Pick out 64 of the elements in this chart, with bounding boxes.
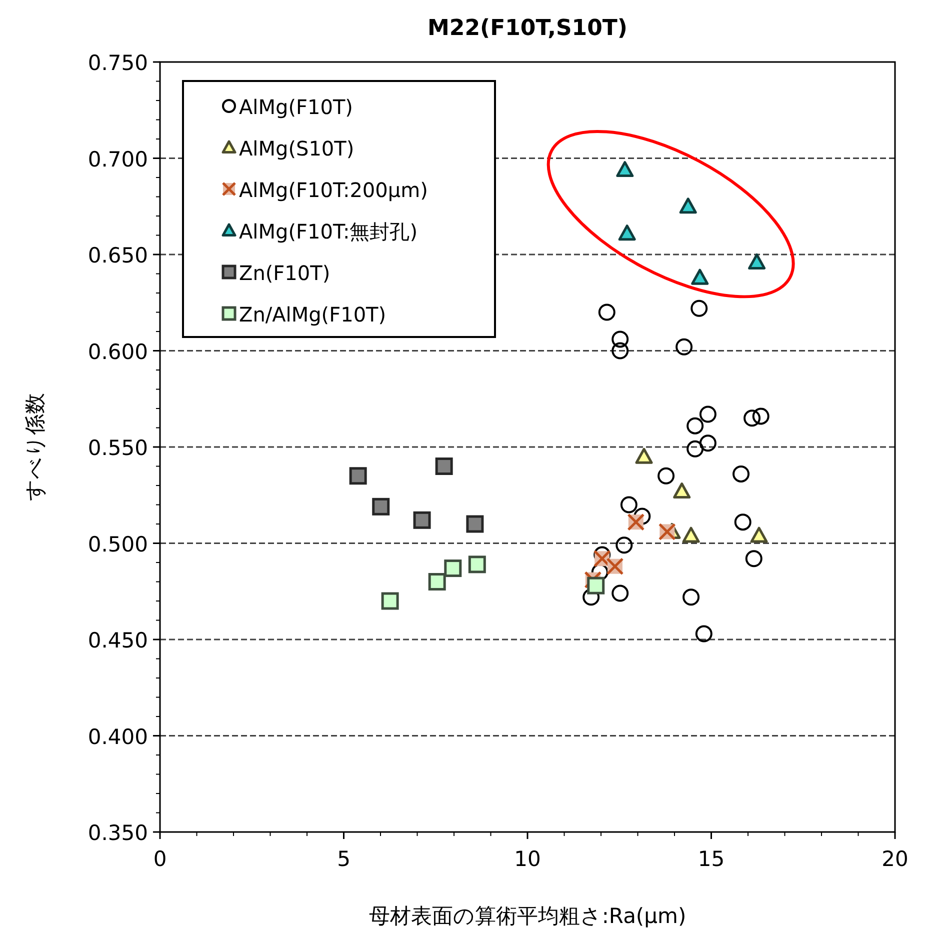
point (620, 496, 638, 514)
point (732, 465, 750, 482)
y-tick-label: 0.400 (88, 724, 148, 749)
point (582, 588, 600, 606)
point (428, 573, 446, 590)
x-tick-label: 10 (514, 847, 541, 871)
point (748, 253, 766, 270)
point (690, 300, 708, 317)
x-axis-title: 母材表面の算術平均粗さ:Ra(μm) (368, 904, 686, 928)
point (699, 434, 716, 452)
point (658, 467, 675, 484)
point (612, 330, 629, 348)
point (745, 550, 762, 568)
point (413, 511, 431, 529)
point (435, 458, 453, 475)
point (587, 576, 605, 594)
point (679, 198, 697, 214)
legend-label: Zn/AlMg(F10T) (239, 302, 386, 326)
x-tick-label: 15 (698, 847, 725, 871)
y-tick-label: 0.650 (88, 244, 148, 268)
y-tick-label: 0.750 (88, 51, 148, 75)
point (635, 448, 653, 464)
point (381, 592, 399, 610)
y-tick-label: 0.600 (88, 340, 148, 364)
point (616, 536, 633, 554)
point (750, 526, 768, 543)
x-tick-label: 20 (882, 847, 908, 871)
point (682, 526, 700, 543)
point (676, 338, 693, 356)
point (612, 342, 629, 360)
y-tick-label: 0.350 (88, 821, 148, 845)
point (349, 467, 367, 485)
legend-label: AlMg(S10T) (239, 136, 354, 160)
point (682, 588, 700, 606)
point (752, 408, 770, 425)
point (686, 440, 704, 458)
y-tick-label: 0.450 (88, 628, 148, 652)
point (618, 224, 636, 241)
point (466, 515, 484, 533)
point (616, 161, 634, 178)
y-tick-label: 0.500 (88, 532, 148, 556)
point (372, 498, 390, 516)
chart-title: M22(F10T,S10T) (428, 16, 628, 41)
point (444, 560, 462, 578)
point (612, 584, 629, 602)
x-tick-label: 0 (153, 847, 167, 871)
point (695, 625, 712, 642)
point (691, 268, 709, 285)
point (734, 514, 752, 531)
y-tick-label: 0.550 (88, 436, 148, 460)
y-axis-title: すべり係数 (23, 393, 47, 501)
point (686, 417, 704, 434)
legend-label: Zn(F10T) (239, 261, 330, 285)
point (744, 410, 761, 427)
legend-label: AlMg(F10T:無封孔) (239, 220, 418, 244)
y-tick-label: 0.700 (88, 147, 148, 172)
legend-label: AlMg(F10T) (239, 95, 353, 119)
point (673, 482, 691, 499)
point (598, 304, 616, 321)
point (468, 556, 486, 574)
point (699, 406, 716, 423)
x-tick-label: 5 (337, 847, 350, 871)
point (634, 508, 651, 525)
legend-label: AlMg(F10T:200μm) (239, 178, 428, 202)
